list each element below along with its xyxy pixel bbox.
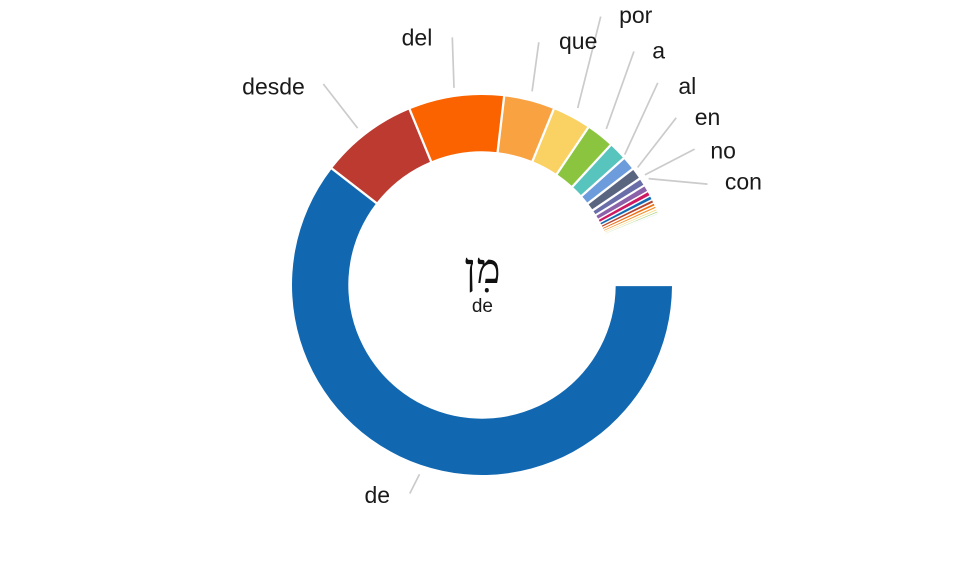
svg-text:en: en <box>695 104 721 130</box>
svg-text:con: con <box>725 169 762 195</box>
svg-text:al: al <box>678 73 696 99</box>
svg-text:desde: desde <box>242 74 305 100</box>
svg-text:de: de <box>472 296 493 317</box>
svg-text:del: del <box>402 24 433 50</box>
svg-text:por: por <box>619 2 653 28</box>
svg-text:no: no <box>710 137 736 163</box>
svg-text:de: de <box>365 482 391 508</box>
svg-text:que: que <box>559 28 597 54</box>
svg-text:a: a <box>652 38 665 64</box>
